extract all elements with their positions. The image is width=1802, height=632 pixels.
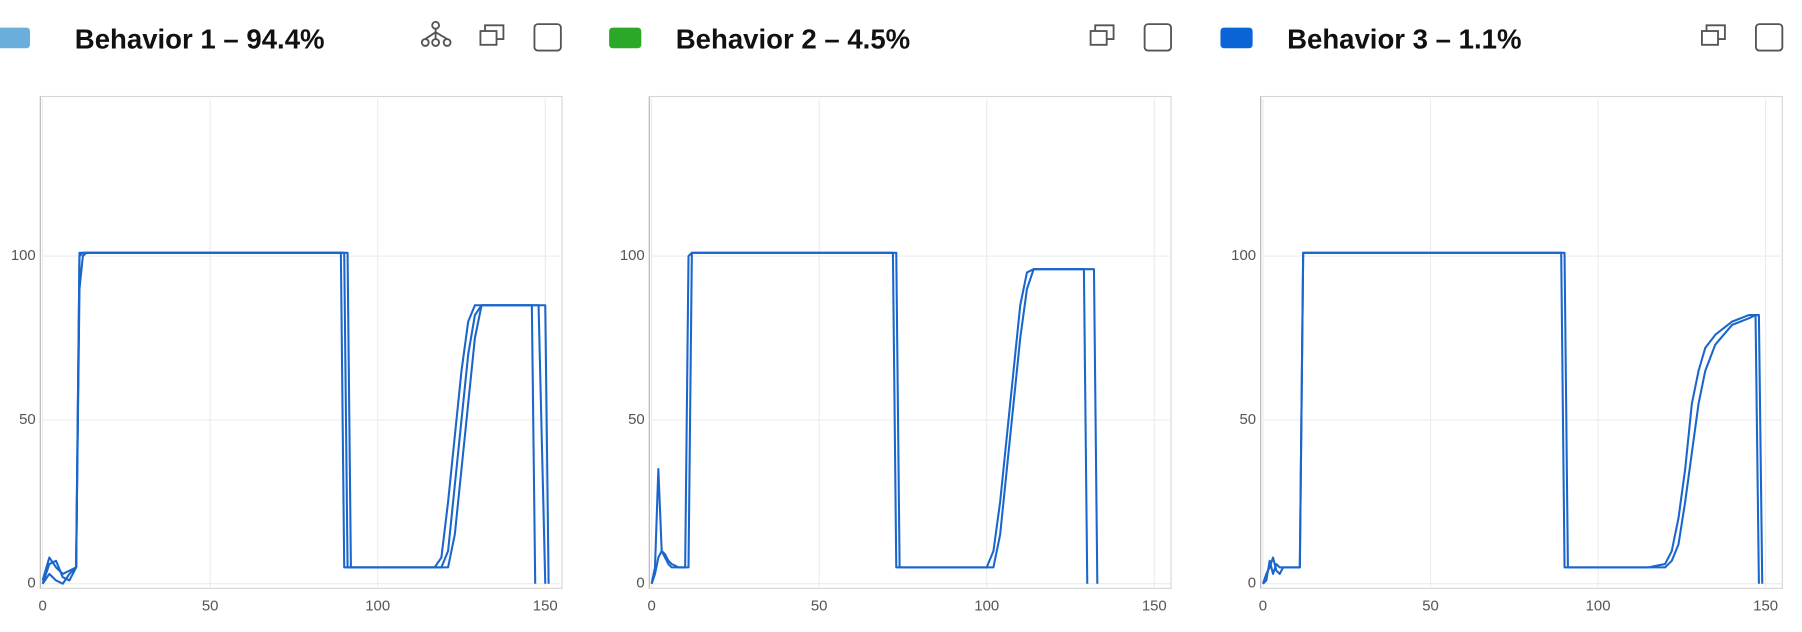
x-tick-label: 0 (38, 598, 46, 615)
copy-icon[interactable] (1089, 24, 1115, 46)
chart-title: Behavior 3 – 1.1% (1287, 24, 1521, 55)
plot-frame (1260, 95, 1783, 589)
chart-panel: Behavior 2 – 4.5% 0 50 100 0 50 100 150 (609, 24, 1172, 615)
legend-swatch (1220, 27, 1253, 49)
x-tick-label: 100 (365, 598, 390, 615)
data-line (41, 251, 547, 585)
data-line (650, 251, 1099, 585)
y-tick-label: 50 (19, 411, 36, 428)
y-tick-label: 0 (1248, 575, 1256, 592)
x-tick-label: 150 (533, 598, 558, 615)
y-tick-label: 50 (628, 411, 645, 428)
data-line (1261, 251, 1760, 585)
y-tick-label: 50 (1239, 411, 1256, 428)
chart-title: Behavior 2 – 4.5% (676, 24, 910, 55)
x-tick-label: 0 (1259, 598, 1267, 615)
legend-swatch (0, 27, 30, 49)
x-tick-label: 150 (1753, 598, 1778, 615)
panel-icons (420, 20, 1784, 52)
x-tick-label: 50 (811, 598, 828, 615)
y-tick-label: 100 (620, 247, 645, 264)
tree-icon[interactable] (420, 20, 452, 47)
x-tick-label: 150 (1142, 598, 1167, 615)
checkbox[interactable] (533, 23, 562, 52)
chart-panel: Behavior 3 – 1.1% 0 50 100 0 50 100 150 (1220, 24, 1783, 615)
legend-swatch (609, 27, 642, 49)
y-tick-label: 100 (1231, 247, 1256, 264)
data-line (41, 251, 550, 585)
copy-icon[interactable] (1700, 24, 1726, 46)
y-tick-label: 100 (11, 247, 36, 264)
x-tick-label: 50 (202, 598, 219, 615)
data-line (1262, 251, 1764, 585)
x-tick-label: 100 (1586, 598, 1611, 615)
chart-title: Behavior 1 – 94.4% (75, 24, 325, 55)
x-tick-label: 50 (1422, 598, 1439, 615)
x-tick-label: 100 (974, 598, 999, 615)
x-tick-label: 0 (647, 598, 655, 615)
copy-icon[interactable] (479, 24, 505, 46)
plot-frame (648, 95, 1172, 589)
y-tick-label: 0 (636, 575, 644, 592)
y-tick-label: 0 (27, 575, 35, 592)
plot-frame (39, 95, 563, 589)
data-line (650, 251, 1089, 584)
chart-panel: Behavior 1 – 94.4% 0 50 100 0 50 100 150 (0, 24, 563, 615)
checkbox[interactable] (1755, 23, 1784, 52)
checkbox[interactable] (1143, 23, 1172, 52)
